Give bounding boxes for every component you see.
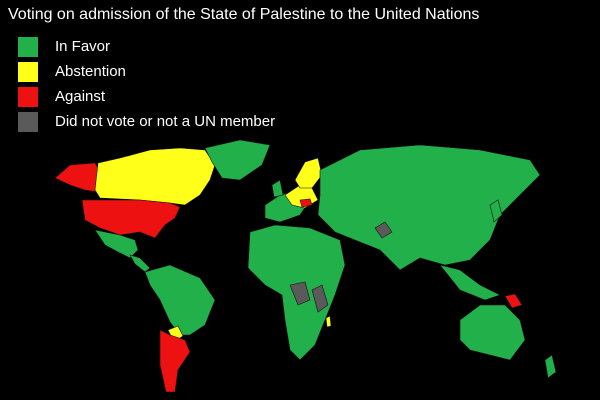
map-title: Voting on admission of the State of Pale… [8, 6, 479, 23]
legend-label: Abstention [55, 63, 126, 80]
argentina [159, 329, 191, 393]
world-map [54, 139, 557, 393]
legend-swatch [18, 87, 38, 107]
canada [94, 147, 216, 206]
new-zealand [544, 354, 557, 379]
greenland [204, 139, 271, 181]
russia-asia [317, 144, 541, 271]
australia [459, 304, 526, 361]
south-america [144, 264, 216, 336]
southeast-asia [439, 264, 501, 301]
legend-swatch [18, 62, 38, 82]
afghanistan-region [374, 221, 393, 239]
usa [81, 199, 181, 239]
papua-new-guinea [504, 293, 523, 309]
uk [271, 179, 284, 198]
legend-label: Did not vote or not a UN member [55, 113, 275, 130]
legend-label: In Favor [55, 38, 110, 55]
legend-swatch [18, 112, 38, 132]
legend-label: Against [55, 88, 106, 105]
mexico [94, 229, 139, 259]
legend: In Favor Abstention Against Did not vote or… [18, 37, 275, 132]
africa-nonvoting-1 [289, 281, 311, 306]
japan [489, 199, 503, 223]
central-america [129, 254, 151, 273]
malawi [325, 315, 332, 328]
legend-swatch [18, 37, 38, 57]
africa-nonvoting-2 [311, 284, 329, 313]
czechia [299, 198, 313, 208]
